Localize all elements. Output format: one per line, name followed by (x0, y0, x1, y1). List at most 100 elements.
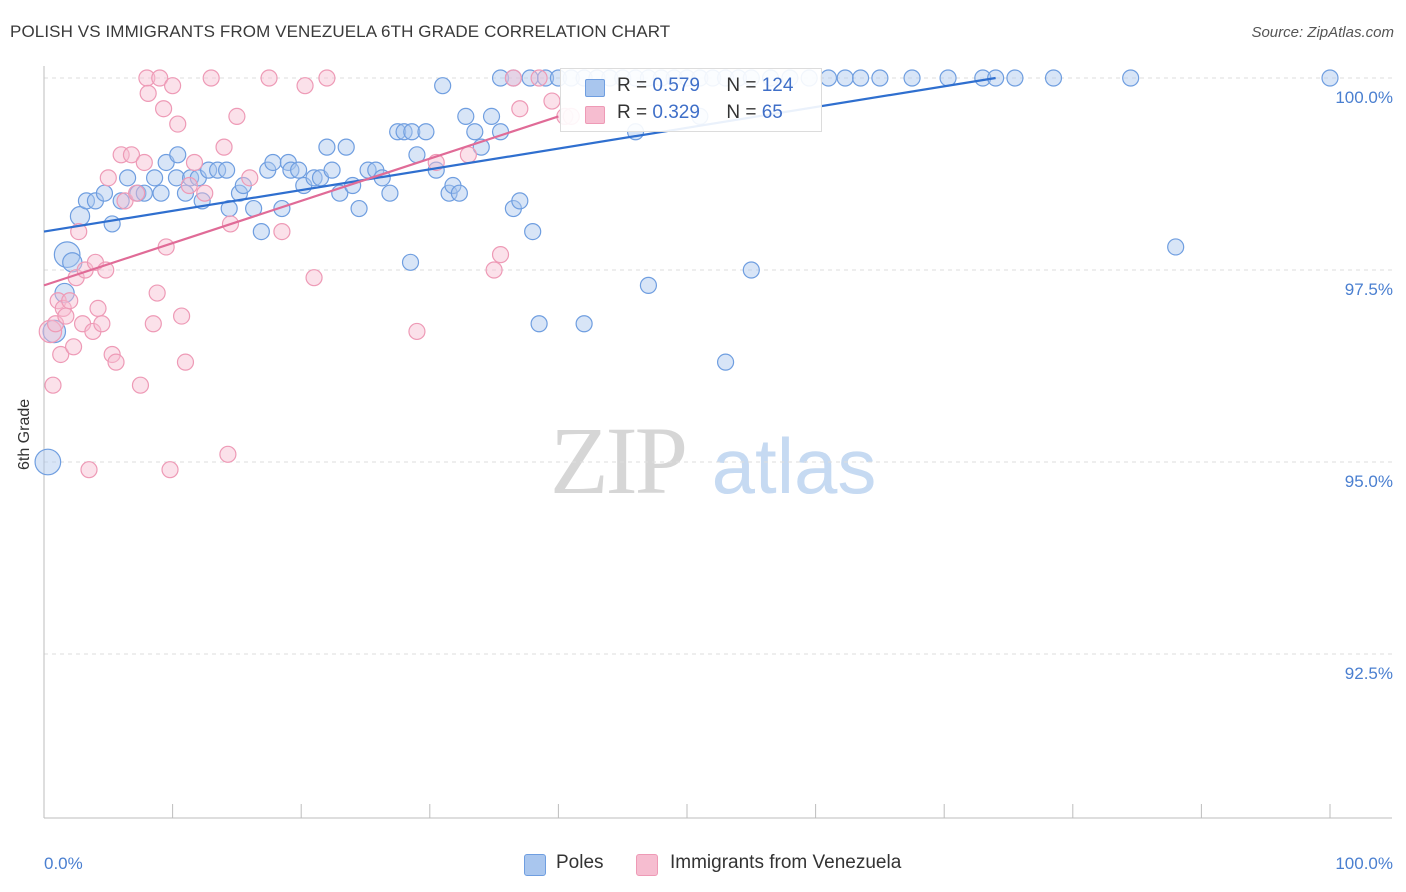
legend-venezuela-n: 65 (761, 102, 783, 123)
poles-point (836, 69, 854, 87)
venezuela-point (122, 146, 141, 164)
venezuela-point (164, 77, 182, 95)
bottom-legend-venezuela: Immigrants from Venezuela (670, 852, 902, 873)
poles-point (145, 169, 164, 187)
venezuela-point (196, 184, 214, 202)
venezuela-point (219, 445, 237, 463)
poles-point (103, 215, 121, 233)
venezuela-point (61, 292, 79, 310)
poles-point (290, 161, 308, 179)
poles-point (871, 69, 889, 87)
trend-lines (43, 76, 996, 287)
poles-point (1044, 69, 1063, 87)
poles-point (169, 146, 187, 164)
venezuela-point (131, 376, 150, 394)
poles-point (218, 161, 236, 179)
legend-r-label: R = (617, 75, 648, 96)
poles-point (69, 206, 91, 227)
venezuela-point (273, 223, 291, 241)
poles-point (852, 69, 870, 87)
watermark-atlas: atlas (711, 422, 877, 510)
venezuela-point (44, 376, 62, 394)
poles-point (450, 184, 468, 202)
correlation-legend: R = 0.579 N = 124 R = 0.329 N = 65 (560, 68, 822, 132)
venezuela-point (185, 153, 204, 172)
poles-point (819, 69, 838, 87)
poles-point (742, 261, 760, 279)
venezuela-point (52, 345, 70, 364)
poles-trend-line (43, 76, 996, 233)
tick-labels: 92.5% 95.0% 97.5% 100.0% 0.0% 100.0% (44, 88, 1393, 873)
chart-title: POLISH VS IMMIGRANTS FROM VENEZUELA 6TH … (10, 22, 671, 41)
poles-point (77, 192, 96, 210)
legend-poles-r: 0.579 (652, 75, 700, 96)
venezuela-point (127, 184, 146, 202)
poles-point (350, 199, 368, 218)
poles-point (939, 69, 957, 87)
poles-point (903, 69, 921, 87)
poles-point (511, 192, 529, 210)
venezuela-point (491, 246, 510, 264)
poles-point (112, 192, 130, 210)
poles-point (200, 161, 218, 179)
venezuela-point (305, 269, 323, 287)
poles-point (152, 184, 170, 202)
poles-point (34, 448, 62, 476)
poles-point (466, 123, 484, 141)
poles-point (337, 138, 355, 156)
poles-point (417, 123, 435, 141)
venezuela-point (80, 461, 98, 479)
bottom-legend-swatch-venezuela (636, 854, 658, 876)
venezuela-point (176, 353, 195, 371)
poles-point (1167, 238, 1185, 256)
legend-row-venezuela: R = 0.329 N = 65 (617, 102, 783, 124)
poles-point (491, 69, 510, 87)
x-tick-label: 0.0% (44, 854, 83, 873)
poles-point (575, 315, 593, 333)
venezuela-point (296, 77, 314, 95)
venezuela-point (107, 353, 125, 371)
venezuela-point (530, 69, 548, 87)
y-tick-label: 95.0% (1345, 472, 1393, 491)
poles-point (639, 276, 658, 294)
legend-swatch-poles (585, 79, 605, 97)
poles-point (716, 353, 735, 371)
venezuela-point (408, 322, 426, 341)
venezuela-point (173, 307, 191, 325)
y-tick-label: 100.0% (1335, 88, 1393, 107)
bottom-legend-poles: Poles (556, 852, 604, 873)
poles-point (434, 77, 452, 95)
x-tick-label: 100.0% (1335, 854, 1393, 873)
venezuela-trend-line (43, 115, 559, 287)
venezuela-point (228, 107, 246, 126)
venezuela-point (161, 461, 179, 479)
watermark-zip: ZIP (550, 407, 688, 514)
venezuela-point (148, 284, 166, 302)
poles-point (401, 253, 420, 271)
legend-venezuela-r: 0.329 (652, 102, 700, 123)
venezuela-point (89, 299, 107, 317)
venezuela-point (260, 69, 278, 87)
venezuela-point (318, 69, 336, 87)
venezuela-point (511, 100, 529, 118)
source-credit: Source: ZipAtlas.com (1251, 24, 1394, 41)
poles-point (252, 223, 270, 241)
poles-point (457, 107, 475, 126)
venezuela-point (151, 69, 169, 87)
poles-point (318, 138, 336, 156)
poles-point (273, 199, 291, 218)
legend-n-label: N = (726, 75, 757, 96)
venezuela-point (135, 153, 153, 172)
axes (43, 66, 1392, 819)
venezuela-point (543, 92, 561, 110)
poles-point (167, 169, 186, 187)
poles-point (323, 161, 341, 179)
poles-point (95, 184, 114, 202)
venezuela-point (241, 169, 259, 187)
poles-point (381, 184, 399, 202)
venezuela-point (139, 84, 157, 102)
poles-point (530, 315, 548, 333)
legend-row-poles: R = 0.579 N = 124 (617, 75, 793, 97)
poles-point (1321, 69, 1339, 87)
